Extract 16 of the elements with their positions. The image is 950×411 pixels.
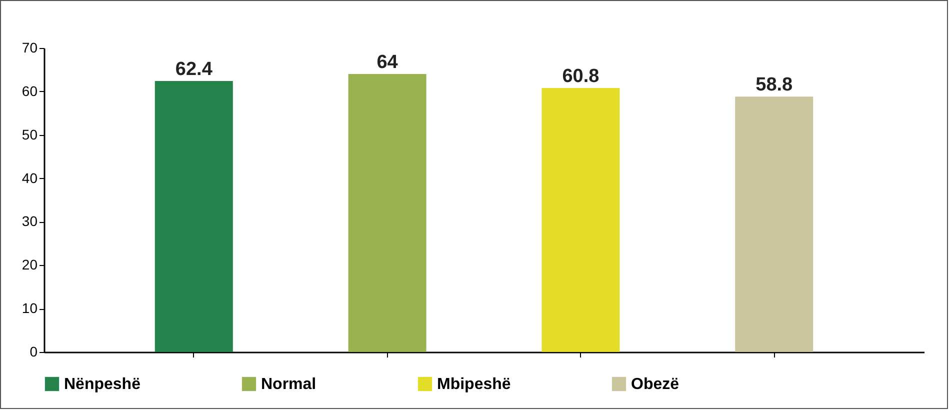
legend-label: Obezë	[631, 376, 680, 393]
data-label: 64	[376, 52, 398, 74]
y-tick-label: 70	[22, 40, 38, 56]
y-tick-label: 60	[22, 82, 38, 99]
data-label: 62.4	[175, 59, 213, 80]
y-tick-label: 0	[30, 344, 38, 360]
y-tick-label: 10	[22, 300, 38, 316]
data-label: 60.8	[562, 66, 600, 87]
legend-label: Mbipeshë	[437, 376, 511, 393]
data-label: 58.8	[756, 74, 793, 96]
legend-label: Nënpeshë	[64, 376, 141, 393]
y-tick-label: 20	[22, 256, 38, 273]
y-tick-label: 40	[22, 170, 38, 186]
y-tick-label: 30	[22, 213, 38, 230]
legend-label: Normal	[261, 376, 316, 393]
y-tick-label: 50	[22, 126, 38, 142]
